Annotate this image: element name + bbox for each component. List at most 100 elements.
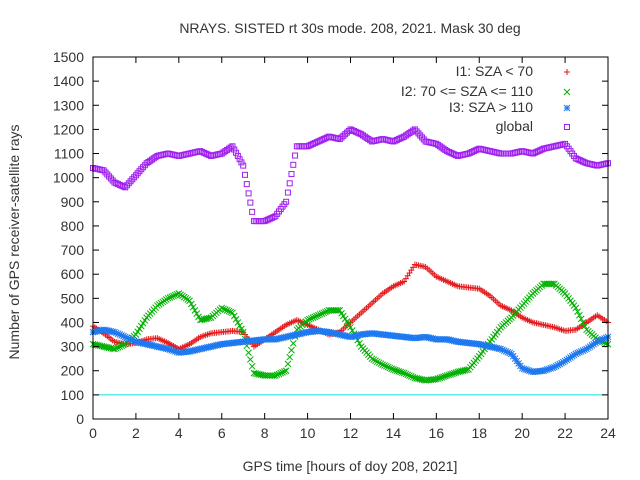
y-tick-label: 800 — [61, 218, 85, 234]
series-point — [595, 337, 603, 345]
x-tick-label: 14 — [386, 425, 402, 441]
y-tick-label: 100 — [61, 387, 85, 403]
series-point — [342, 131, 349, 138]
series-point — [497, 345, 505, 353]
series-point — [445, 371, 453, 379]
series-point — [320, 309, 328, 317]
y-tick-label: 0 — [76, 411, 84, 427]
y-tick-label: 600 — [61, 266, 85, 282]
series-point — [404, 371, 412, 379]
series-point — [400, 369, 408, 377]
series-point — [238, 325, 245, 333]
series-point — [334, 307, 342, 314]
series-point — [577, 348, 585, 355]
series-point — [304, 316, 311, 324]
series-point — [289, 340, 297, 347]
series-point — [576, 311, 583, 319]
y-axis-label: Number of GPS receiver-satellite rays — [6, 125, 22, 360]
series-point — [286, 353, 294, 361]
legend-marker — [563, 104, 571, 112]
series-point — [171, 291, 179, 299]
series-point — [434, 375, 442, 382]
series-point — [338, 134, 345, 141]
x-tick-label: 22 — [557, 425, 573, 441]
chart-title: NRAYS. SISTED rt 30s mode. 208, 2021. Ma… — [179, 20, 520, 36]
series-point — [164, 345, 172, 353]
series-point — [542, 366, 549, 374]
ticks-layer: 0 2 4 6 8 10 12 14 16 18 20 22 240100200300400500600… — [53, 49, 616, 441]
series-point — [273, 371, 281, 379]
series-point — [599, 336, 606, 343]
series-point — [518, 364, 526, 372]
x-tick-label: 2 — [132, 425, 140, 441]
series-point — [189, 303, 197, 311]
series-point — [187, 300, 195, 308]
series-point — [579, 347, 587, 354]
series-point — [236, 156, 243, 163]
series-point — [500, 347, 508, 354]
series-point — [247, 199, 254, 206]
series-2 — [89, 280, 612, 384]
series-point — [572, 350, 580, 358]
series-point — [527, 367, 535, 375]
series-point — [549, 364, 556, 372]
series-point — [525, 367, 533, 375]
series-point — [601, 335, 608, 342]
series-point — [306, 315, 313, 323]
series-point — [112, 329, 120, 337]
series-point — [223, 307, 231, 314]
series-point — [340, 132, 347, 139]
series-point — [506, 349, 514, 357]
series-point — [111, 328, 118, 336]
x-tick-label: 0 — [89, 425, 97, 441]
series-point — [443, 372, 451, 379]
series-point — [316, 311, 324, 318]
series-point — [549, 280, 556, 288]
series-point — [373, 358, 381, 366]
series-point — [391, 366, 399, 374]
series-point — [114, 330, 122, 338]
series-point — [205, 314, 213, 322]
series-point — [574, 308, 581, 315]
x-tick-label: 20 — [514, 425, 530, 441]
series-point — [558, 359, 565, 367]
series-point — [579, 319, 587, 326]
series-point — [554, 361, 562, 369]
plot-frame — [92, 56, 609, 420]
series-point — [279, 368, 286, 376]
series-point — [127, 336, 134, 343]
x-axis-label: GPS time [hours of doy 208, 2021] — [243, 458, 458, 474]
series-point — [277, 369, 285, 377]
legend-label-i1: I1: SZA < 70 — [456, 63, 534, 79]
series-point — [559, 358, 567, 366]
series-point — [524, 366, 531, 374]
series-point — [111, 345, 118, 353]
series-point — [381, 362, 388, 369]
series-point — [547, 364, 555, 372]
y-tick-label: 200 — [61, 363, 85, 379]
series-point — [168, 293, 176, 301]
series-point — [112, 344, 120, 352]
series-point — [540, 367, 547, 375]
series-point — [120, 341, 127, 349]
legend-label-i2: I2: 70 <= SZA <= 110 — [401, 83, 533, 99]
series-point — [195, 313, 202, 321]
series-point — [577, 315, 585, 323]
series-point — [552, 362, 560, 370]
series-point — [120, 332, 127, 340]
x-tick-label: 10 — [300, 425, 316, 441]
series-point — [225, 307, 233, 315]
series-point — [186, 297, 193, 305]
series-point — [116, 331, 124, 338]
series-point — [229, 143, 236, 150]
series-point — [125, 335, 133, 342]
y-tick-label: 1100 — [54, 146, 84, 162]
series-point — [166, 294, 174, 301]
series-point — [193, 310, 201, 317]
x-tick-label: 4 — [175, 425, 183, 441]
series-point — [290, 161, 297, 168]
y-tick-label: 1500 — [53, 49, 84, 65]
series-point — [597, 336, 605, 344]
